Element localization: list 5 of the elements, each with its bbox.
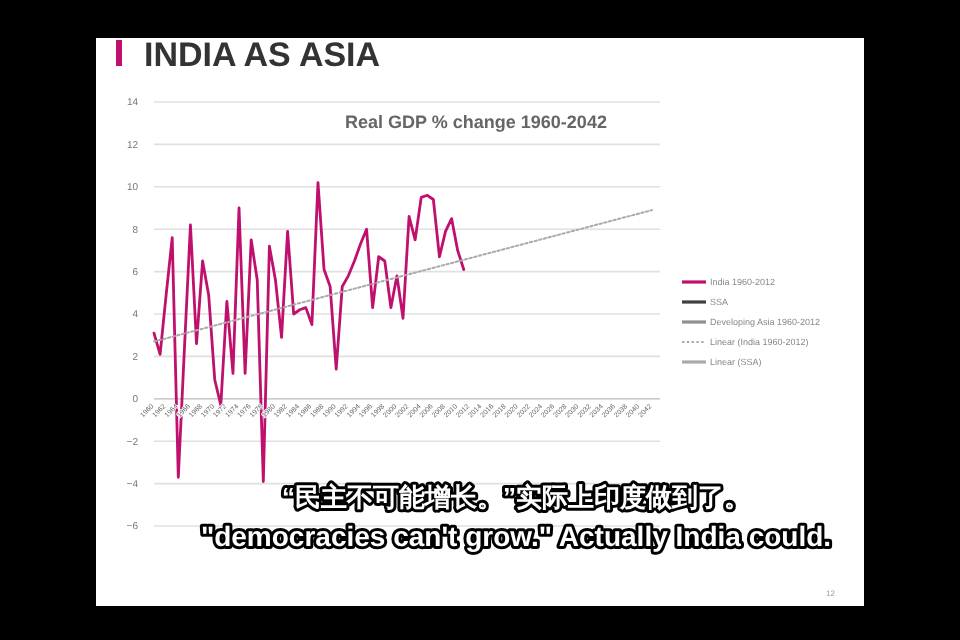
annotation: "democracies can't grow." Actually India could. [200,520,832,552]
text: Real GDP % change 1960-2042 [345,112,607,132]
annotation: “民主不可能增长。”实际上印度做到了。 [282,482,750,512]
chart-title: INDIA AS ASIA [144,36,381,74]
line-series [152,181,466,483]
